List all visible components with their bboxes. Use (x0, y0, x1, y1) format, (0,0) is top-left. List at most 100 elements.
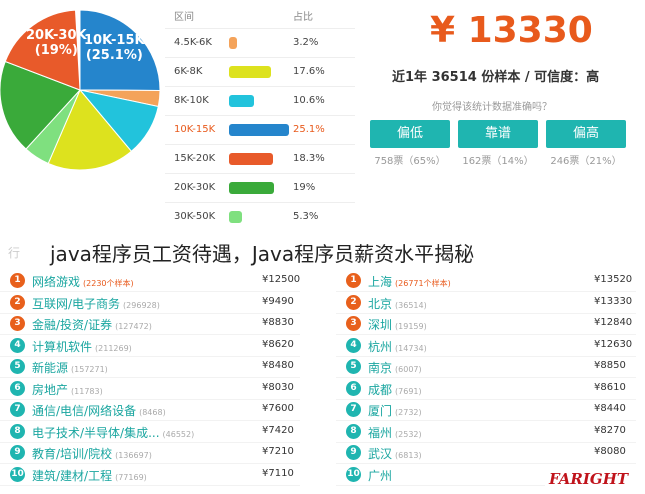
list-item[interactable]: 10 广州 (336, 464, 636, 486)
vote-high-count: 246票（21%） (550, 156, 622, 167)
range-row: 4.5K-6K 3.2% (165, 28, 355, 57)
sample-count: (127472) (115, 322, 152, 331)
item-name[interactable]: 房地产 (32, 382, 69, 397)
item-name-wrap[interactable]: 新能源 (157271) (32, 359, 108, 376)
list-item[interactable]: 2 北京 (36514) ¥13330 (336, 292, 636, 314)
item-name[interactable]: 福州 (368, 425, 393, 440)
sample-count: (36514) (395, 300, 427, 310)
item-name-wrap[interactable]: 计算机软件 (211269) (32, 338, 132, 355)
item-name[interactable]: 南京 (368, 361, 393, 375)
vote-high-button[interactable]: 偏高 (546, 120, 626, 148)
list-item[interactable]: 8 福州 (2532) ¥8270 (336, 421, 636, 443)
list-item[interactable]: 4 杭州 (14734) ¥12630 (336, 335, 636, 357)
item-name[interactable]: 北京 (368, 296, 393, 311)
sample-count: (6007) (395, 365, 422, 374)
pie-label-a-range: 20K-30K (26, 28, 87, 43)
salary-value: ¥8030 (262, 381, 294, 393)
pie-label-a-pct: (19%) (34, 43, 78, 58)
range-label: 10K-15K (174, 124, 216, 135)
list-item[interactable]: 5 南京 (6007) ¥8850 (336, 356, 636, 378)
sample-count: (296928) (123, 300, 160, 310)
item-name-wrap[interactable]: 福州 (2532) (368, 424, 422, 441)
item-name-wrap[interactable]: 金融/投资/证券 (127472) (32, 316, 152, 333)
item-name[interactable]: 教育/培训/院校 (32, 447, 113, 461)
vote-reliable-count: 162票（14%） (462, 156, 534, 167)
item-name[interactable]: 新能源 (32, 361, 69, 375)
range-row: 8K-10K 10.6% (165, 86, 355, 115)
item-name-wrap[interactable]: 成都 (7691) (368, 381, 422, 398)
list-item[interactable]: 4 计算机软件 (211269) ¥8620 (0, 335, 300, 357)
item-name[interactable]: 厦门 (368, 404, 393, 418)
rank-badge: 6 (10, 380, 25, 396)
item-name-wrap[interactable]: 北京 (36514) (368, 295, 427, 312)
logo-text: FARIGHT (548, 470, 630, 488)
item-name-wrap[interactable]: 房地产 (11783) (32, 381, 103, 398)
rank-badge: 4 (346, 337, 361, 353)
range-row: 20K-30K 19% (165, 173, 355, 202)
salary-value: ¥12840 (594, 317, 633, 328)
sample-count: (136697) (115, 451, 152, 460)
item-name[interactable]: 通信/电信/网络设备 (32, 404, 137, 418)
vote-low-count: 758票（65%） (374, 156, 446, 167)
salary-summary-panel: ¥ 13330 近1年 36514 份样本 / 可信度：高 你觉得该统计数据准确… (360, 0, 645, 200)
list-item[interactable]: 7 通信/电信/网络设备 (8468) ¥7600 (0, 399, 300, 421)
item-name-wrap[interactable]: 建筑/建材/工程 (77169) (32, 467, 147, 484)
item-name-wrap[interactable]: 网络游戏 (2230个样本) (32, 273, 134, 290)
item-name[interactable]: 成都 (368, 382, 393, 397)
rank-badge: 8 (10, 423, 25, 439)
list-item[interactable]: 9 武汉 (6813) ¥8080 (336, 442, 636, 464)
rank-badge: 2 (346, 294, 361, 310)
item-name-wrap[interactable]: 南京 (6007) (368, 359, 422, 376)
pie-svg (0, 9, 161, 171)
item-name[interactable]: 武汉 (368, 447, 393, 461)
item-name[interactable]: 建筑/建材/工程 (32, 468, 113, 483)
item-name-wrap[interactable]: 广州 (368, 467, 395, 484)
list-item[interactable]: 1 网络游戏 (2230个样本) ¥12500 (0, 270, 300, 292)
rank-badge: 9 (346, 445, 361, 460)
item-name[interactable]: 杭州 (368, 339, 393, 354)
rank-badge: 3 (10, 316, 25, 331)
item-name-wrap[interactable]: 教育/培训/院校 (136697) (32, 445, 152, 462)
rank-badge: 7 (346, 402, 361, 417)
item-name[interactable]: 互联网/电子商务 (32, 296, 121, 311)
item-name-wrap[interactable]: 厦门 (2732) (368, 402, 422, 419)
salary-value: ¥8610 (594, 381, 626, 393)
vote-low-button[interactable]: 偏低 (370, 120, 450, 148)
rank-badge: 6 (346, 380, 361, 396)
item-name-wrap[interactable]: 通信/电信/网络设备 (8468) (32, 402, 166, 419)
list-item[interactable]: 5 新能源 (157271) ¥8480 (0, 356, 300, 378)
salary-value: ¥13520 (594, 274, 633, 285)
item-name[interactable]: 网络游戏 (32, 275, 81, 289)
item-name[interactable]: 电子技术/半导体/集成... (32, 425, 160, 440)
list-item[interactable]: 3 金融/投资/证券 (127472) ¥8830 (0, 313, 300, 335)
list-item[interactable]: 10 建筑/建材/工程 (77169) ¥7110 (0, 464, 300, 486)
salary-value: ¥8270 (594, 424, 626, 436)
item-name-wrap[interactable]: 杭州 (14734) (368, 338, 427, 355)
item-name[interactable]: 上海 (368, 275, 393, 289)
item-name-wrap[interactable]: 电子技术/半导体/集成... (46552) (32, 424, 194, 441)
item-name[interactable]: 金融/投资/证券 (32, 318, 113, 332)
item-name[interactable]: 深圳 (368, 318, 393, 332)
vote-reliable-button[interactable]: 靠谱 (458, 120, 538, 148)
item-name-wrap[interactable]: 上海 (26771个样本) (368, 273, 451, 290)
list-item[interactable]: 6 房地产 (11783) ¥8030 (0, 378, 300, 400)
rank-badge: 10 (10, 466, 25, 482)
salary-value: ¥7110 (262, 467, 294, 479)
item-name-wrap[interactable]: 互联网/电子商务 (296928) (32, 295, 160, 312)
list-item[interactable]: 9 教育/培训/院校 (136697) ¥7210 (0, 442, 300, 464)
title-band: java程序员工资待遇，Java程序员薪资水平揭秘 (0, 236, 645, 266)
range-pct: 17.6% (293, 66, 325, 77)
page-title: java程序员工资待遇，Java程序员薪资水平揭秘 (50, 242, 475, 266)
item-name[interactable]: 广州 (368, 468, 393, 483)
list-item[interactable]: 1 上海 (26771个样本) ¥13520 (336, 270, 636, 292)
list-item[interactable]: 7 厦门 (2732) ¥8440 (336, 399, 636, 421)
item-name-wrap[interactable]: 武汉 (6813) (368, 445, 422, 462)
list-item[interactable]: 3 深圳 (19159) ¥12840 (336, 313, 636, 335)
range-bar (229, 211, 242, 223)
list-item[interactable]: 6 成都 (7691) ¥8610 (336, 378, 636, 400)
list-item[interactable]: 8 电子技术/半导体/集成... (46552) ¥7420 (0, 421, 300, 443)
item-name-wrap[interactable]: 深圳 (19159) (368, 316, 427, 333)
list-item[interactable]: 2 互联网/电子商务 (296928) ¥9490 (0, 292, 300, 314)
item-name[interactable]: 计算机软件 (32, 339, 93, 354)
salary-value: ¥8480 (262, 360, 294, 371)
